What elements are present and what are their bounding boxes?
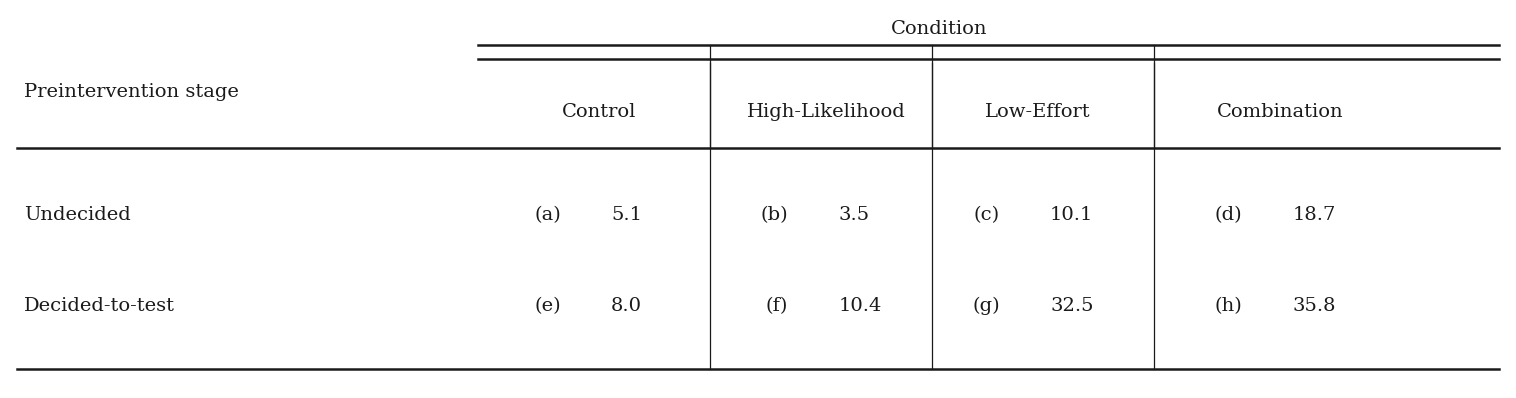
Text: (g): (g) bbox=[972, 297, 1001, 315]
Text: Control: Control bbox=[562, 103, 637, 121]
Text: 8.0: 8.0 bbox=[611, 297, 643, 315]
Text: (a): (a) bbox=[535, 206, 561, 224]
Text: (d): (d) bbox=[1214, 206, 1242, 224]
Text: Low-Effort: Low-Effort bbox=[985, 103, 1090, 121]
Text: (e): (e) bbox=[535, 297, 561, 315]
Text: 10.4: 10.4 bbox=[838, 297, 882, 315]
Text: 18.7: 18.7 bbox=[1292, 206, 1336, 224]
Text: 10.1: 10.1 bbox=[1051, 206, 1093, 224]
Text: Combination: Combination bbox=[1217, 103, 1343, 121]
Text: Decided-to-test: Decided-to-test bbox=[24, 297, 174, 315]
Text: 35.8: 35.8 bbox=[1292, 297, 1336, 315]
Text: Preintervention stage: Preintervention stage bbox=[24, 83, 240, 101]
Text: 32.5: 32.5 bbox=[1051, 297, 1093, 315]
Text: (b): (b) bbox=[761, 206, 788, 224]
Text: Undecided: Undecided bbox=[24, 206, 130, 224]
Text: (h): (h) bbox=[1214, 297, 1242, 315]
Text: 5.1: 5.1 bbox=[611, 206, 643, 224]
Text: 3.5: 3.5 bbox=[838, 206, 869, 224]
Text: High-Likelihood: High-Likelihood bbox=[747, 103, 905, 121]
Text: Condition: Condition bbox=[891, 20, 988, 38]
Text: (f): (f) bbox=[766, 297, 788, 315]
Text: (c): (c) bbox=[973, 206, 1001, 224]
